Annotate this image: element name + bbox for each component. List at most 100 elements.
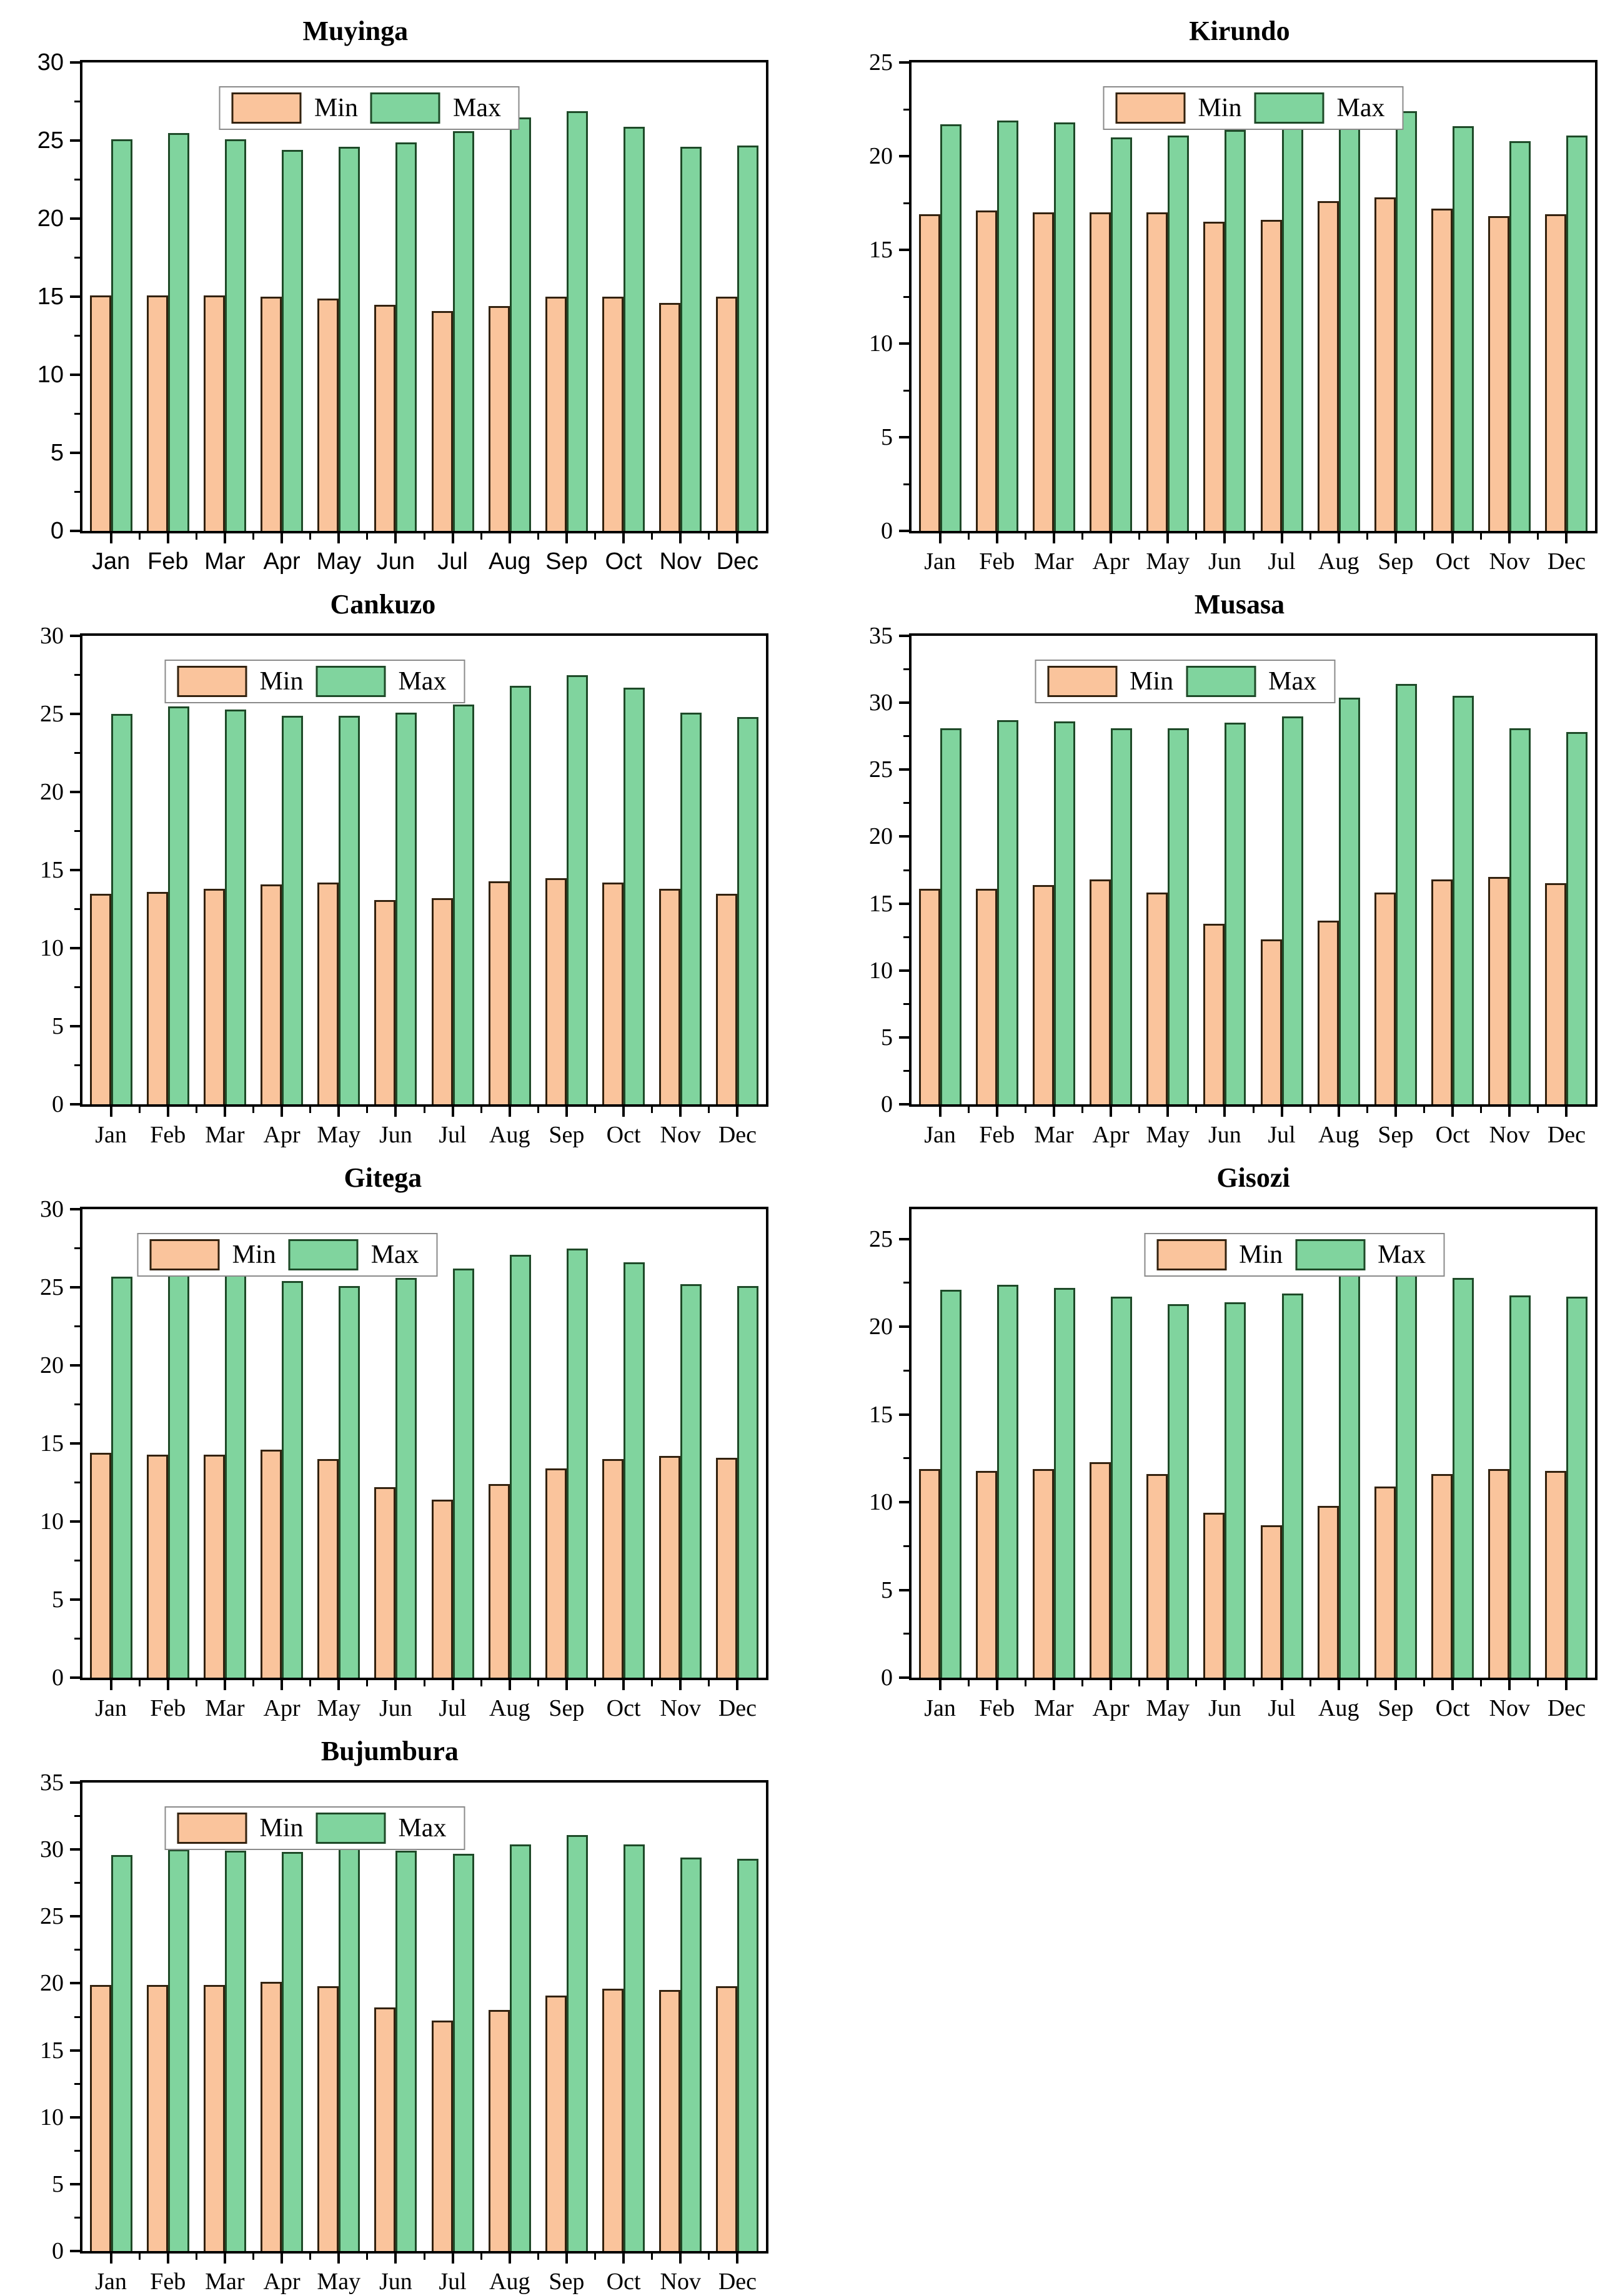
x-tick-sep (1394, 533, 1397, 543)
bar-max-apr (282, 1281, 304, 1678)
x-tick-nov (679, 2254, 682, 2264)
legend-gisozi: Min Max (1144, 1233, 1445, 1277)
x-minor-tick (1024, 533, 1026, 540)
x-tick-mar (1052, 1680, 1055, 1690)
bar-min-nov (1488, 216, 1510, 531)
bar-min-nov (659, 889, 681, 1104)
x-tick-apr (281, 533, 284, 543)
x-label-nov: Nov (660, 1695, 701, 1721)
y-minor-tick (74, 2216, 80, 2219)
bar-max-mar (224, 1851, 246, 2251)
x-minor-tick (138, 533, 141, 540)
x-label-may: May (1146, 548, 1190, 575)
legend-min-swatch (1047, 666, 1118, 697)
x-minor-tick (708, 2254, 710, 2260)
legend-min-label: Min (1239, 1240, 1283, 1269)
y-tick-20 (70, 791, 80, 793)
x-tick-aug (508, 533, 511, 543)
chart-cell-musasa: Musasa Min Max Jan Feb Mar Apr May Jun Jul Aug Sep O… (812, 573, 1620, 1148)
legend-max-swatch (316, 666, 386, 697)
x-minor-tick (1309, 533, 1311, 540)
bar-min-nov (659, 1456, 681, 1678)
plot-frame-musasa: Min Max (909, 633, 1598, 1107)
y-minor-tick (903, 869, 909, 871)
x-label-feb: Feb (147, 548, 189, 575)
y-label-25: 25 (869, 49, 893, 76)
bar-max-apr (282, 150, 304, 531)
y-label-30: 30 (37, 49, 64, 76)
x-label-feb: Feb (150, 2269, 186, 2295)
plot-frame-gitega: Min Max (80, 1207, 768, 1680)
bar-max-jul (1281, 1293, 1303, 1678)
chart-title-gisozi: Gisozi (1216, 1162, 1290, 1193)
bar-max-jul (1281, 716, 1303, 1104)
y-tick-20 (70, 1982, 80, 1985)
y-tick-20 (899, 1325, 909, 1329)
bar-min-dec (1545, 214, 1567, 531)
y-minor-tick (74, 1815, 80, 1818)
y-tick-10 (70, 1520, 80, 1523)
bar-min-jun (1203, 222, 1225, 531)
x-tick-feb (166, 1680, 169, 1690)
x-label-apr: Apr (1092, 548, 1130, 575)
bar-min-feb (146, 1984, 168, 2251)
y-tick-25 (70, 139, 80, 142)
x-minor-tick (1024, 1680, 1026, 1686)
y-minor-tick (74, 179, 80, 181)
bar-max-may (339, 715, 360, 1104)
bar-min-dec (716, 893, 738, 1104)
bar-min-apr (261, 297, 282, 531)
bar-max-feb (167, 1270, 189, 1678)
legend-min-label: Min (259, 1814, 304, 1843)
y-tick-10 (70, 374, 80, 376)
y-tick-25 (70, 1286, 80, 1289)
y-label-0: 0 (52, 2238, 64, 2264)
x-tick-jun (394, 533, 397, 543)
bar-max-nov (680, 1858, 702, 2251)
legend-min-swatch (1156, 1239, 1227, 1270)
x-tick-jul (1280, 1107, 1283, 1117)
x-label-nov: Nov (660, 1122, 701, 1148)
legend-max-swatch (1254, 92, 1324, 124)
legend-min-swatch (149, 1239, 220, 1270)
x-label-mar: Mar (205, 1122, 245, 1148)
bar-min-oct (602, 1459, 624, 1678)
x-tick-dec (1565, 1107, 1568, 1117)
bar-min-nov (659, 303, 681, 531)
x-minor-tick (1138, 1680, 1141, 1686)
bar-min-jul (431, 2021, 453, 2251)
bar-max-aug (1338, 1274, 1360, 1678)
bar-min-sep (1374, 1486, 1396, 1678)
x-label-dec: Dec (1547, 1122, 1586, 1148)
x-tick-jan (109, 1107, 112, 1117)
bar-min-sep (545, 1468, 567, 1678)
y-tick-15 (70, 2049, 80, 2052)
bar-min-may (1146, 212, 1168, 531)
x-label-oct: Oct (1435, 548, 1470, 575)
x-minor-tick (708, 1680, 710, 1686)
bar-max-sep (1395, 1264, 1417, 1678)
bar-max-feb (996, 1284, 1018, 1678)
x-tick-dec (736, 2254, 739, 2264)
bar-min-feb (975, 1470, 997, 1678)
chart-title-kirundo: Kirundo (1189, 16, 1290, 46)
y-label-20: 20 (40, 1352, 64, 1378)
plot-frame-kirundo: Min Max (909, 60, 1598, 533)
x-label-mar: Mar (205, 1695, 245, 1721)
x-tick-sep (565, 1680, 568, 1690)
x-tick-jun (1223, 533, 1226, 543)
bar-min-jan (89, 1453, 111, 1678)
bar-min-jun (374, 2007, 396, 2251)
x-minor-tick (1024, 1107, 1026, 1113)
x-label-aug: Aug (1318, 1695, 1359, 1721)
bar-min-feb (975, 889, 997, 1104)
y-label-15: 15 (37, 284, 64, 310)
bar-max-oct (624, 126, 645, 531)
x-label-jan: Jan (95, 1122, 127, 1148)
x-tick-sep (565, 1107, 568, 1117)
y-label-25: 25 (40, 1903, 64, 1930)
y-minor-tick (903, 1633, 909, 1635)
legend-min-label: Min (1198, 94, 1242, 122)
x-label-mar: Mar (205, 2269, 245, 2295)
x-tick-jan (938, 1680, 942, 1690)
